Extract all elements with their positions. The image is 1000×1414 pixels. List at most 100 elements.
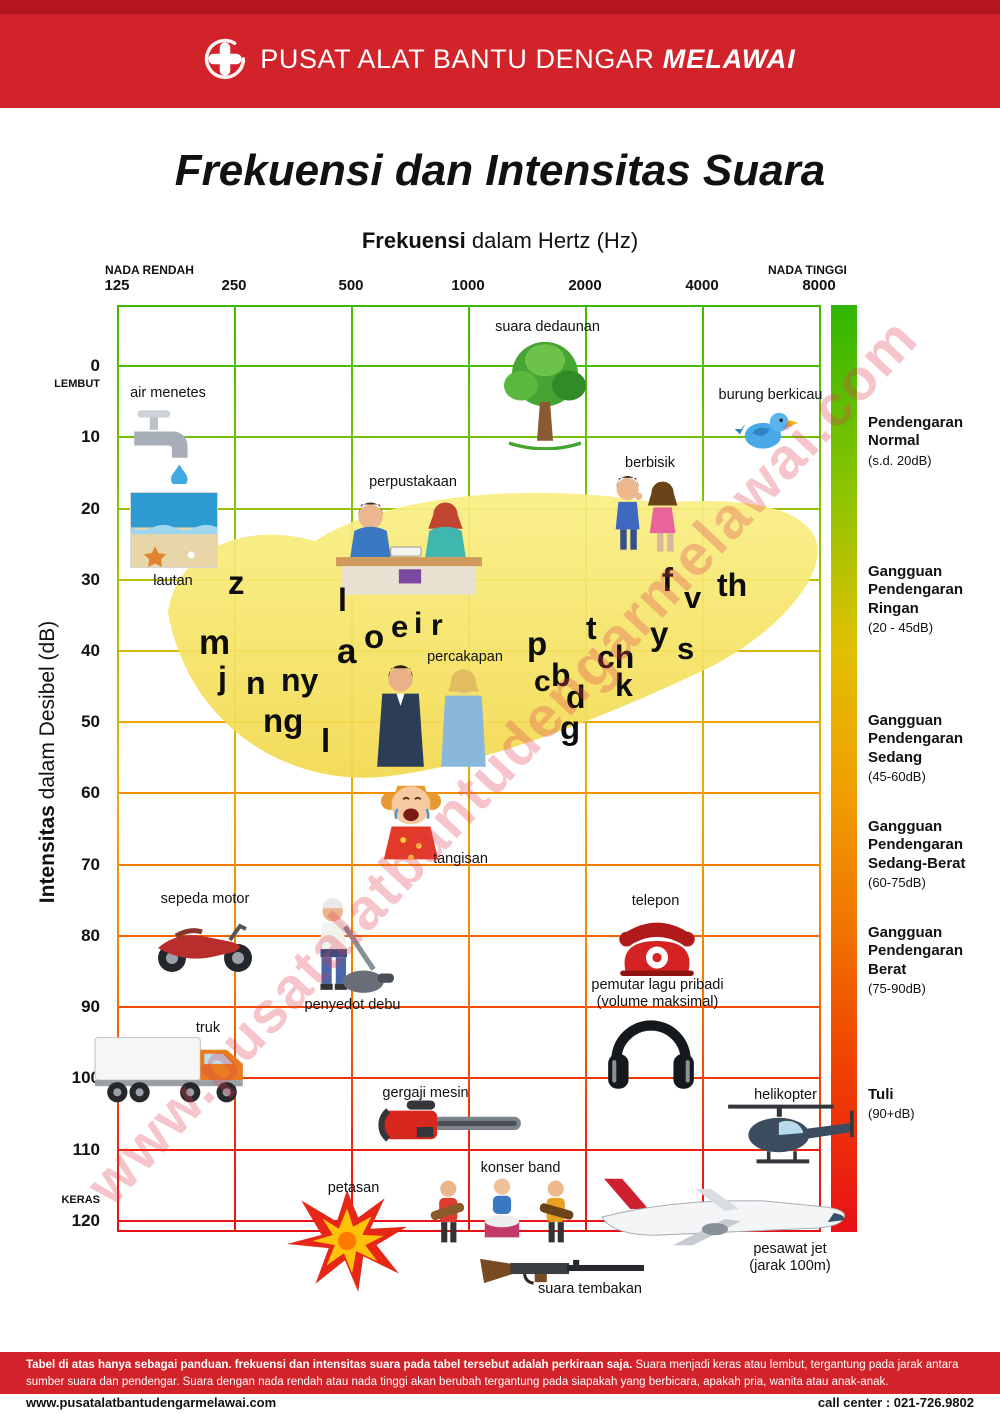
speech-letter: ng <box>263 702 304 739</box>
freq-tick-8000: 8000 <box>802 277 836 294</box>
x-axis-title: Frekuensi dalam Hertz (Hz) <box>0 228 1000 254</box>
sound-label: pesawat jet (jarak 100m) <box>730 1241 850 1275</box>
sound-label: petasan <box>327 1180 380 1196</box>
truck-icon <box>93 1033 255 1107</box>
rifle-icon <box>476 1250 648 1288</box>
sound-label: tangisan <box>433 851 488 867</box>
hearing-scale-bar <box>831 305 857 1232</box>
category-range: (75-90dB) <box>868 980 926 996</box>
speech-letter: ch <box>597 639 635 675</box>
grid-line-v <box>585 305 587 1232</box>
band-icon <box>426 1176 578 1248</box>
freq-tick-250: 250 <box>221 277 247 294</box>
db-tick-50: 50 <box>81 712 100 731</box>
sound-label: burung berkicau <box>718 387 823 403</box>
db-tick-90: 90 <box>81 997 100 1016</box>
category-berat: Gangguan Pendengaran Berat (75-90dB) <box>868 924 996 996</box>
x-axis-title-rest: dalam Hertz (Hz) <box>465 228 639 253</box>
library-icon <box>328 490 490 602</box>
freq-tick-1000: 1000 <box>451 277 485 294</box>
freq-tick-125: 125 <box>104 277 130 294</box>
whisper-icon <box>600 468 692 566</box>
freq-tick-500: 500 <box>338 277 364 294</box>
sound-label: pemutar lagu pribadi (volume maksimal) <box>575 977 740 1011</box>
sound-label: lautan <box>153 573 193 589</box>
category-range: (90+dB) <box>868 1106 915 1122</box>
conversation-icon <box>366 663 498 770</box>
firecracker-icon <box>286 1190 408 1292</box>
category-title: Gangguan Pendengaran Sedang-Berat <box>868 818 966 872</box>
speech-letter: r <box>431 609 443 642</box>
db-tick-110: 110 <box>72 1140 100 1159</box>
db-tick-10: 10 <box>81 427 100 446</box>
db-tick-0: 0 <box>90 356 100 375</box>
sound-label: sepeda motor <box>160 891 250 907</box>
headphones-icon <box>600 1003 702 1101</box>
sound-label: penyedot debu <box>304 997 401 1013</box>
category-title: Pendengaran Normal <box>868 414 964 450</box>
speech-letter: v <box>684 580 702 615</box>
medical-cross-icon <box>205 38 246 79</box>
category-range: (20 - 45dB) <box>868 619 934 635</box>
category-title: Gangguan Pendengaran Ringan <box>868 563 964 617</box>
category-title: Gangguan Pendengaran Sedang <box>868 712 964 766</box>
footer-note-rest: Suara menjadi keras atau lembut, tergant… <box>26 1359 959 1388</box>
bird-icon <box>733 398 801 460</box>
category-range: (s.d. 20dB) <box>868 452 932 468</box>
sound-label: suara tembakan <box>538 1281 642 1297</box>
brand-name: PUSAT ALAT BANTU DENGAR MELAWAI <box>260 44 796 75</box>
speech-letter: l <box>321 722 331 759</box>
grid-line-v <box>819 305 821 1232</box>
sound-label: perpustakaan <box>369 474 457 490</box>
speech-letter: g <box>560 709 581 746</box>
tree-icon <box>495 335 595 450</box>
x-axis-title-bold: Frekuensi <box>361 228 466 253</box>
sound-label: helikopter <box>754 1087 817 1103</box>
speech-letter: m <box>199 623 231 662</box>
freq-tick-4000: 4000 <box>685 277 719 294</box>
speech-letter: p <box>527 625 548 662</box>
category-sedang-berat: Gangguan Pendengaran Sedang-Berat (60-75… <box>868 818 996 890</box>
sound-label: berbisik <box>625 455 675 471</box>
db-tick-100: 100 <box>71 1068 100 1087</box>
telephone-icon <box>611 906 703 976</box>
speech-letter: o <box>364 618 385 655</box>
db-tick-80: 80 <box>81 926 100 945</box>
db-tick-60: 60 <box>81 783 100 802</box>
db-tick-70: 70 <box>81 855 100 874</box>
category-title: Tuli <box>868 1086 894 1103</box>
category-title: Gangguan Pendengaran Berat <box>868 924 964 978</box>
sound-label-line2: (jarak 100m) <box>749 1258 831 1275</box>
ocean-icon <box>130 492 218 568</box>
freq-tick-2000: 2000 <box>568 277 602 294</box>
sound-label: gergaji mesin <box>382 1085 469 1101</box>
brand-name-bold: MELAWAI <box>662 43 796 74</box>
x-low-label: NADA RENDAH <box>105 263 194 277</box>
speech-letter: th <box>717 567 748 603</box>
jet-icon <box>596 1170 858 1252</box>
page-title: Frekuensi dan Intensitas Suara <box>174 146 826 195</box>
speech-letter: y <box>650 615 669 652</box>
db-tick-30: 30 <box>81 570 100 589</box>
speech-letter: b <box>551 657 571 693</box>
speech-letter: ny <box>281 662 319 698</box>
speech-letter: c <box>534 665 551 698</box>
speech-banana <box>168 492 818 778</box>
helicopter-icon <box>720 1098 862 1172</box>
sound-label: konser band <box>480 1160 561 1176</box>
sound-label: telepon <box>631 893 680 909</box>
category-ringan: Gangguan Pendengaran Ringan (20 - 45dB) <box>868 563 996 635</box>
db-tick-40: 40 <box>81 641 100 660</box>
x-high-label: NADA TINGGI <box>768 263 847 277</box>
speech-letter: f <box>662 561 673 598</box>
brand-name-regular: PUSAT ALAT BANTU DENGAR <box>260 43 655 74</box>
grid-line-v <box>468 305 470 1232</box>
speech-letter: i <box>414 607 423 640</box>
footer-note-bold: Tabel di atas hanya sebagai panduan. fre… <box>26 1359 633 1371</box>
brand-logo: PUSAT ALAT BANTU DENGAR MELAWAI <box>0 0 1000 108</box>
crying-icon <box>370 776 452 873</box>
header-bar: PUSAT ALAT BANTU DENGAR MELAWAI <box>0 0 1000 108</box>
sound-label: truk <box>195 1020 221 1036</box>
grid-line-v <box>702 305 704 1232</box>
sound-label: air menetes <box>130 385 206 401</box>
